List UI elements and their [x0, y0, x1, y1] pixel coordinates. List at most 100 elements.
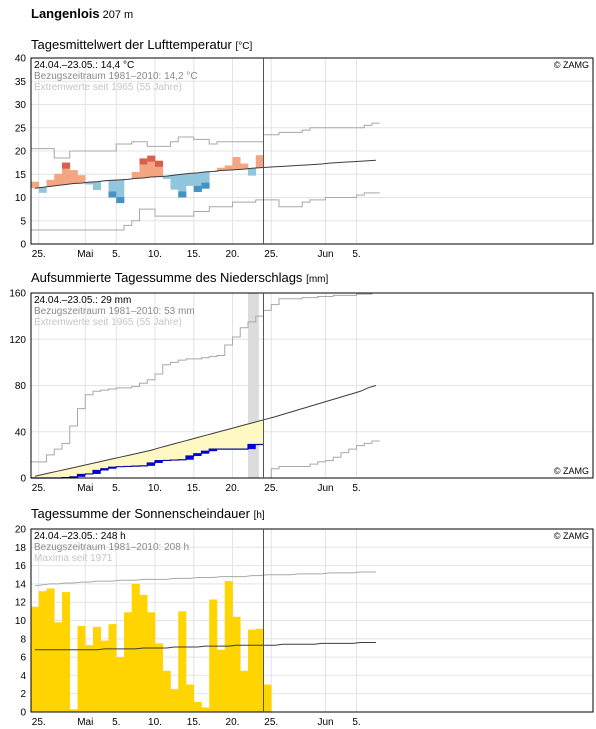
x-tick-label: 25. — [32, 717, 46, 728]
x-tick-label: 25. — [264, 717, 278, 728]
temperature-anomaly-cold-bar — [186, 173, 195, 186]
y-tick-label: 25 — [15, 123, 27, 134]
sunshine-title-text: Tagessumme der Sonnenscheindauer — [31, 506, 250, 521]
precipitation-rain-day-marker — [248, 444, 256, 450]
extremes-note-text: Extremwerte seit 1965 (55 Jahre) — [34, 82, 182, 93]
precipitation-deficit-area — [255, 420, 264, 445]
temperature-anomaly-warm-bar — [77, 175, 86, 184]
extremes-note-text: Maxima seit 1971 — [34, 553, 113, 564]
sunshine-bar — [31, 606, 40, 712]
sunshine-bar — [248, 629, 257, 712]
copyright-label: © ZAMG — [554, 60, 589, 70]
copyright-label: © ZAMG — [554, 531, 589, 541]
sunshine-chart: 0 2 4 6 8 10 12 14 16 18 20 25. Mai 5. 10. 15. 20. 25. Jun… — [15, 525, 594, 728]
precipitation-deficit-area — [170, 443, 179, 461]
sunshine-unit: [h] — [253, 510, 265, 521]
temperature-anomaly-warm-bar — [46, 179, 55, 187]
x-tick-label: 5. — [112, 717, 120, 728]
temperature-anomaly-cold-bar — [108, 180, 117, 198]
y-tick-label: 8 — [20, 634, 26, 645]
temperature-strong-cold-segment — [116, 197, 125, 204]
sunshine-bar — [232, 616, 241, 712]
sunshine-bar — [38, 591, 47, 712]
y-tick-label: 6 — [20, 653, 26, 664]
y-tick-label: 14 — [15, 579, 27, 590]
y-tick-label: 5 — [20, 216, 26, 227]
y-tick-label: 20 — [15, 525, 27, 536]
sunshine-bar — [255, 628, 264, 712]
x-tick-label: 15. — [187, 717, 201, 728]
precipitation-deficit-area — [178, 441, 187, 460]
x-tick-label: 20. — [226, 249, 240, 260]
missing-data-column — [248, 293, 259, 478]
y-tick-label: 35 — [15, 77, 27, 88]
y-tick-label: 4 — [20, 671, 26, 682]
x-tick-label: 20. — [226, 717, 240, 728]
precipitation-unit: [mm] — [306, 274, 329, 285]
precipitation-deficit-area — [186, 439, 195, 457]
x-tick-label: 25. — [264, 483, 278, 494]
precipitation-deficit-area — [232, 427, 241, 450]
precipitation-deficit-area — [85, 464, 94, 474]
sunshine-bar — [131, 583, 140, 712]
reference-period-text: Bezugszeitraum 1981–2010: 53 mm — [34, 306, 195, 317]
precipitation-deficit-area — [54, 471, 63, 478]
reference-period-text: Bezugszeitraum 1981–2010: 208 h — [34, 542, 189, 553]
temperature-strong-warm-segment — [155, 160, 164, 167]
precipitation-record-max-line — [31, 292, 380, 463]
y-tick-label: 10 — [15, 193, 27, 204]
sunshine-bar — [62, 592, 71, 712]
y-tick-label: 30 — [15, 100, 27, 111]
temperature-anomaly-cold-bar — [201, 171, 210, 189]
sunshine-bar — [124, 612, 133, 712]
sunshine-bar — [209, 599, 218, 712]
period-summary-text: 24.04.–23.05.: 29 mm — [34, 295, 131, 306]
precipitation-climate-mean-line — [34, 385, 377, 477]
temperature-anomaly-warm-bar — [224, 165, 233, 171]
temperature-chart-title: Tagesmittelwert der Lufttemperatur [°C] — [31, 37, 252, 52]
precipitation-rain-day-marker — [100, 468, 109, 471]
x-tick-label: 5. — [112, 483, 120, 494]
precipitation-chart: 0 40 80 120 160 25. Mai 5. 10. 15. 20. 25. Jun 5. 24.0… — [9, 289, 594, 494]
y-tick-label: 80 — [15, 381, 27, 392]
sunshine-bar — [186, 684, 195, 712]
x-tick-label: 15. — [187, 483, 201, 494]
sunshine-bar — [263, 684, 272, 712]
temperature-anomaly-cold-bar — [193, 172, 202, 192]
sunshine-bar — [54, 622, 63, 712]
y-tick-label: 0 — [20, 708, 26, 719]
precipitation-deficit-area — [248, 422, 257, 445]
precipitation-deficit-area — [162, 445, 171, 461]
precipitation-deficit-area — [77, 465, 86, 475]
precipitation-deficit-area — [201, 435, 210, 452]
precipitation-title-text: Aufsummierte Tagessumme des Niederschlag… — [31, 270, 303, 285]
x-tick-label: 5. — [352, 483, 360, 494]
y-tick-label: 0 — [20, 474, 26, 485]
temperature-anomaly-warm-bar — [240, 163, 249, 170]
precipitation-deficit-area — [62, 469, 71, 478]
sunshine-bar — [147, 612, 156, 712]
temperature-anomaly-warm-bar — [155, 160, 164, 177]
plot-frame — [30, 528, 594, 713]
precipitation-deficit-area — [155, 447, 164, 461]
x-tick-label: Jun — [317, 717, 333, 728]
sunshine-bar — [77, 625, 86, 712]
temperature-strong-cold-segment — [201, 182, 210, 189]
precipitation-deficit-area — [108, 458, 117, 468]
period-summary-text: 24.04.–23.05.: 14,4 °C — [34, 60, 134, 71]
precipitation-rain-day-marker — [147, 462, 155, 466]
y-tick-label: 16 — [15, 561, 27, 572]
temperature-anomaly-warm-bar — [54, 173, 63, 186]
temperature-strong-warm-segment — [147, 155, 156, 162]
temperature-chart: 0 5 10 15 20 25 30 35 40 25. Mai 5. 10. 15. 20. 25. Jun 5… — [15, 54, 594, 260]
sunshine-record-max-line — [34, 571, 376, 587]
precipitation-rain-day-marker — [155, 460, 163, 463]
precipitation-deficit-area — [209, 433, 218, 450]
temperature-anomaly-warm-bar — [147, 155, 156, 178]
sunshine-bar — [139, 594, 148, 712]
period-summary-text: 24.04.–23.05.: 248 h — [34, 531, 126, 542]
plot-frame — [30, 292, 594, 479]
sunshine-bar — [116, 657, 125, 712]
x-tick-label: 5. — [112, 249, 120, 260]
